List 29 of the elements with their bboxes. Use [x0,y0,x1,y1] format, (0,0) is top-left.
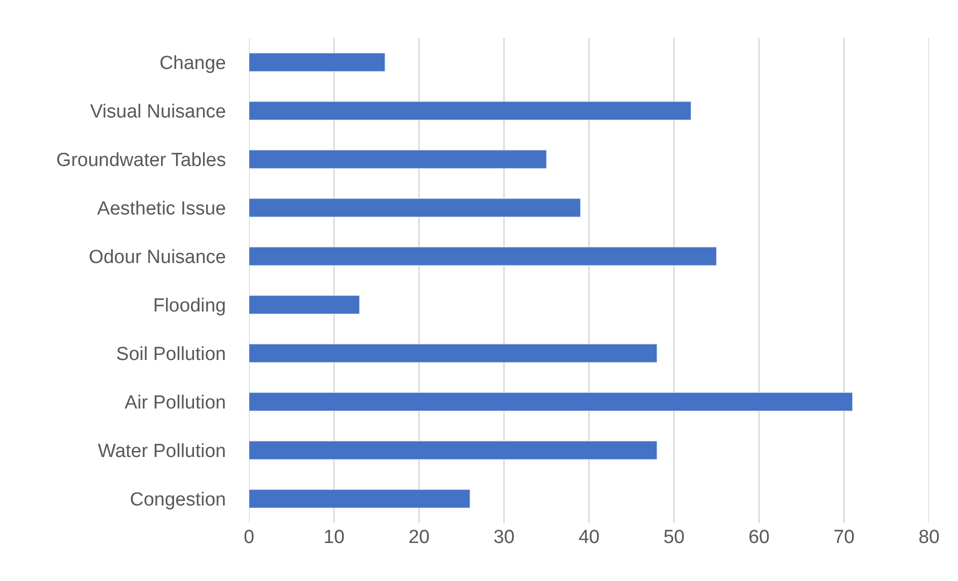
x-tick-label: 80 [918,527,940,548]
bar [249,295,360,314]
bar [249,150,547,169]
x-tick-label: 10 [323,527,345,548]
x-tick-label: 30 [493,527,515,548]
bar [249,101,692,120]
x-tick-label: 20 [408,527,430,548]
y-tick-label: Change [159,52,226,74]
bar [249,344,658,363]
bar [249,440,658,460]
x-tick-label: 40 [578,527,600,548]
x-tick-label: 0 [244,527,254,548]
y-tick-label: Aesthetic Issue [97,198,226,220]
bar [249,198,581,218]
y-tick-label: Odour Nuisance [88,246,226,268]
x-tick-label: 50 [663,527,685,548]
y-tick-label: Congestion [130,489,226,510]
y-tick-label: Visual Nuisance [90,101,226,122]
y-tick-label: Water Pollution [98,440,226,462]
x-tick-label: 70 [833,527,855,548]
bar [249,392,853,412]
bar [249,246,717,266]
y-tick-label: Air Pollution [124,392,226,414]
y-tick-label: Flooding [153,295,226,316]
x-tick-label: 60 [748,527,770,548]
bar [249,52,386,72]
bar [249,489,470,508]
y-tick-label: Groundwater Tables [56,150,226,171]
y-tick-label: Soil Pollution [116,344,226,365]
